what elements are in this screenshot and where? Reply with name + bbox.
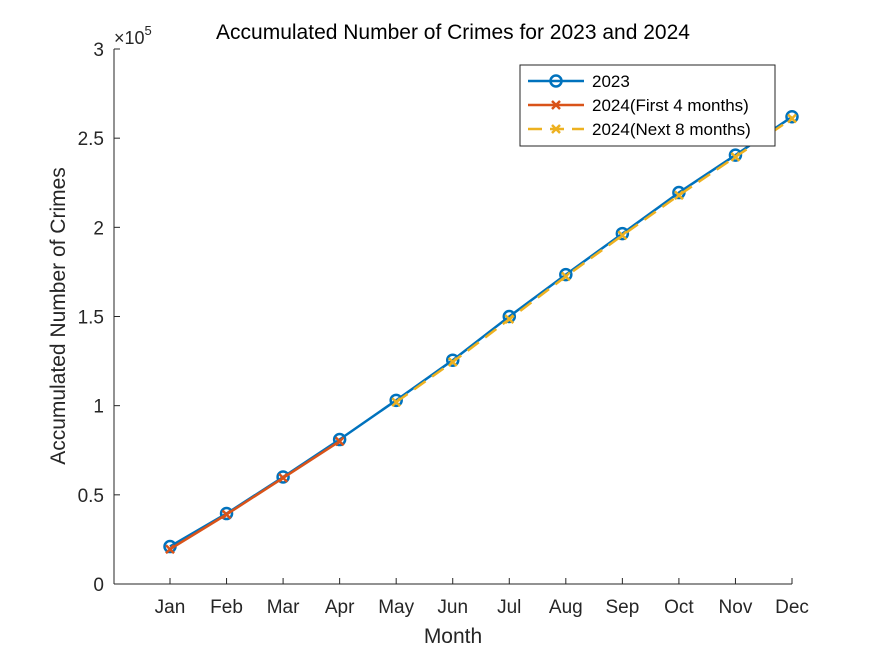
series-3-point-oct-stroke-b — [674, 190, 684, 201]
x-axis-title: Month — [424, 625, 482, 648]
legend-marker-3-stroke-b — [551, 124, 561, 134]
series-3 — [391, 113, 797, 407]
legend-marker-3 — [551, 124, 561, 134]
series-2-line — [169, 440, 341, 551]
series-3-point-oct — [674, 190, 684, 201]
series-3-point-aug-stroke-b — [560, 271, 571, 282]
legend: 2023 2024(First 4 months) 2024(Next 8 mont… — [519, 64, 776, 147]
series-1-point-jul — [502, 309, 517, 324]
y-tick-label-0: 0 — [93, 575, 104, 596]
series-3-point-may-stroke-b — [391, 397, 402, 407]
legend-marker-2 — [551, 100, 561, 110]
series-1-point-jun — [445, 353, 460, 367]
x-tick-label-feb: Feb — [210, 597, 243, 618]
series-2-point-feb-stroke-b — [221, 509, 232, 520]
series-3-point-jun — [447, 357, 458, 367]
series-1-point-apr — [332, 432, 347, 447]
series-3-line — [395, 117, 793, 404]
y-exponent-label: ×105 — [114, 23, 152, 48]
y-tick-label-3: 1.5 — [78, 308, 104, 329]
legend-label-1: 2023 — [592, 72, 630, 91]
legend-marker-2-stroke-b — [551, 100, 561, 110]
y-tick-label-1: 0.5 — [78, 486, 104, 507]
series-1-point-sep — [615, 226, 630, 241]
legend-entry-1: 2023 — [528, 72, 630, 91]
series-2-point-apr — [334, 436, 345, 447]
series-2 — [165, 436, 345, 555]
series-2-point-jan-stroke-b — [165, 544, 175, 555]
series-3-point-jun-stroke-b — [447, 357, 458, 367]
series-1-point-feb — [219, 506, 234, 521]
x-tick-label-dec: Dec — [775, 597, 809, 618]
x-tick-label-apr: Apr — [325, 597, 355, 618]
series-3-point-sep-stroke-b — [617, 230, 628, 241]
series-2-point-mar-stroke-b — [278, 473, 288, 483]
series-3-point-sep — [617, 230, 628, 241]
series-2-point-apr-stroke-b — [334, 436, 345, 447]
x-tick-label-oct: Oct — [664, 597, 694, 618]
series-1-point-mar — [276, 470, 290, 484]
series-1-point-aug — [559, 267, 573, 282]
x-tick-label-jun: Jun — [437, 597, 468, 618]
series-2-point-feb — [221, 509, 232, 520]
legend-marker-1 — [549, 74, 563, 88]
y-axis-title: Accumulated Number of Crimes — [47, 167, 70, 465]
x-tick-label-mar: Mar — [267, 597, 300, 618]
series-3-point-nov — [730, 152, 741, 162]
series-2-point-jan — [165, 544, 175, 555]
series-group — [163, 110, 799, 555]
y-tick-label-6: 3 — [93, 40, 104, 61]
legend-entry-2: 2024(First 4 months) — [528, 96, 749, 115]
legend-label-2: 2024(First 4 months) — [592, 96, 749, 115]
series-3-point-may — [391, 397, 402, 407]
series-3-point-jul-stroke-b — [504, 314, 515, 325]
series-3-point-aug — [560, 271, 571, 282]
legend-entry-3: 2024(Next 8 months) — [528, 120, 751, 139]
series-2-point-mar — [278, 473, 288, 483]
y-tick-label-4: 2 — [93, 218, 104, 239]
y-exponent-power: 5 — [145, 23, 152, 38]
x-tick-label-jan: Jan — [155, 597, 186, 618]
series-3-point-dec — [787, 113, 797, 124]
x-tick-label-jul: Jul — [497, 597, 521, 618]
series-3-point-nov-stroke-b — [730, 152, 741, 162]
series-1-point-may — [389, 393, 403, 408]
series-1-point-dec — [785, 110, 799, 124]
series-3-point-dec-stroke-b — [787, 113, 797, 124]
series-3-point-jul — [504, 314, 515, 325]
series-1-point-nov — [728, 148, 743, 162]
y-tick-label-2: 1 — [93, 397, 104, 418]
x-tick-label-nov: Nov — [719, 597, 753, 618]
y-exponent-base: ×10 — [114, 28, 145, 48]
x-tick-label-may: May — [378, 597, 414, 618]
legend-label-3: 2024(Next 8 months) — [592, 120, 751, 139]
x-tick-label-aug: Aug — [549, 597, 583, 618]
chart-title: Accumulated Number of Crimes for 2023 an… — [216, 21, 690, 44]
axes-group: Jan Feb Mar Apr May Jun Jul Aug Sep Oct Nov Dec 0 0.5… — [78, 40, 809, 618]
x-tick-label-sep: Sep — [605, 597, 639, 618]
y-tick-label-5: 2.5 — [78, 129, 104, 150]
